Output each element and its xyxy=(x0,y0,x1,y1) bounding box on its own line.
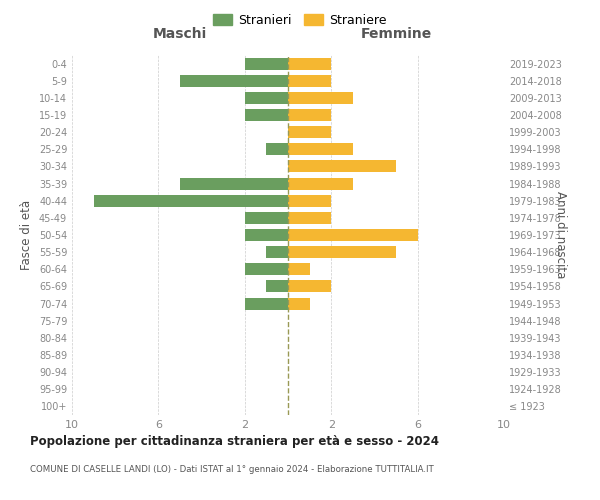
Bar xyxy=(180,74,288,86)
Bar xyxy=(288,92,353,104)
Bar xyxy=(288,212,331,224)
Bar xyxy=(266,280,288,292)
Bar xyxy=(288,264,310,276)
Text: Maschi: Maschi xyxy=(153,28,207,42)
Text: COMUNE DI CASELLE LANDI (LO) - Dati ISTAT al 1° gennaio 2024 - Elaborazione TUTT: COMUNE DI CASELLE LANDI (LO) - Dati ISTA… xyxy=(30,465,434,474)
Bar xyxy=(288,160,396,172)
Bar xyxy=(245,92,288,104)
Bar xyxy=(288,246,396,258)
Bar xyxy=(288,126,331,138)
Legend: Stranieri, Straniere: Stranieri, Straniere xyxy=(208,8,392,32)
Bar xyxy=(245,58,288,70)
Bar xyxy=(288,298,310,310)
Bar xyxy=(288,229,418,241)
Bar xyxy=(266,246,288,258)
Bar xyxy=(245,212,288,224)
Bar xyxy=(94,194,288,206)
Bar xyxy=(288,280,331,292)
Bar xyxy=(245,264,288,276)
Bar xyxy=(288,58,331,70)
Bar xyxy=(288,178,353,190)
Bar xyxy=(180,178,288,190)
Bar xyxy=(288,74,331,86)
Text: Popolazione per cittadinanza straniera per età e sesso - 2024: Popolazione per cittadinanza straniera p… xyxy=(30,435,439,448)
Bar xyxy=(288,109,331,121)
Y-axis label: Anni di nascita: Anni di nascita xyxy=(554,192,567,278)
Bar xyxy=(288,194,331,206)
Y-axis label: Fasce di età: Fasce di età xyxy=(20,200,33,270)
Bar xyxy=(245,109,288,121)
Bar xyxy=(245,298,288,310)
Bar xyxy=(266,144,288,156)
Bar xyxy=(288,144,353,156)
Bar xyxy=(245,229,288,241)
Text: Femmine: Femmine xyxy=(361,28,431,42)
